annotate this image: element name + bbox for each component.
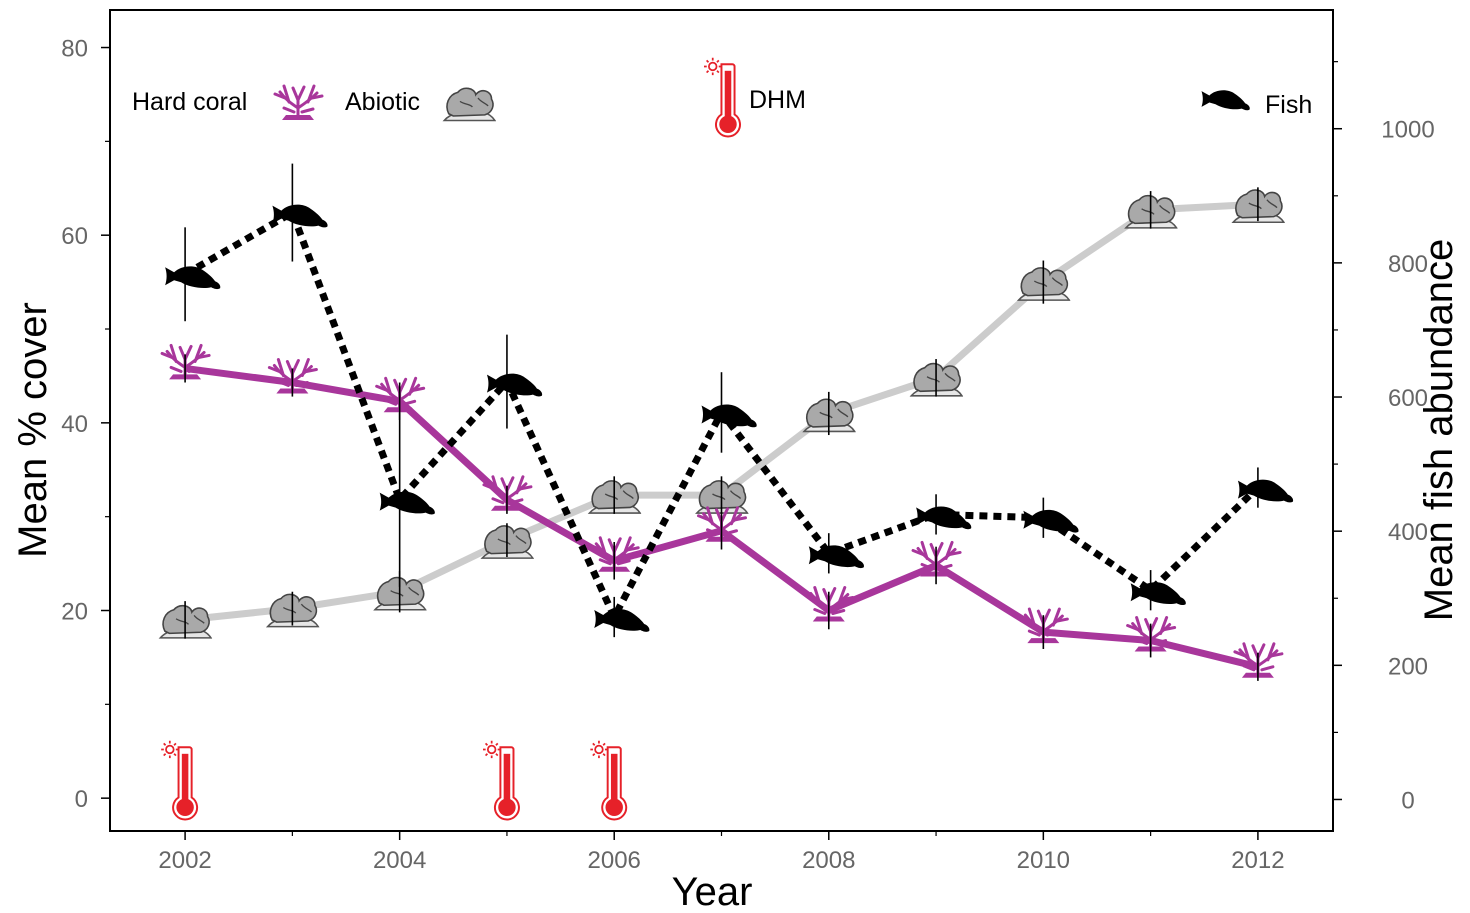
fish-point-fish-icon <box>594 609 650 632</box>
y2-tick-label: 0 <box>1401 787 1414 814</box>
dhm-event-thermometer-icon <box>482 739 521 821</box>
y2-tick-label: 1000 <box>1381 117 1434 144</box>
legend: Hard coral Abiotic DHM Fish <box>132 56 1312 138</box>
y2-tick-label: 400 <box>1388 519 1428 546</box>
y-axis-title: Mean % cover <box>11 302 55 558</box>
fish-point-fish-icon <box>1023 509 1079 533</box>
fish-point-fish-icon <box>1130 582 1186 606</box>
legend-label-dhm: DHM <box>749 86 806 114</box>
y2-tick-label: 200 <box>1388 653 1428 680</box>
fish-point-fish-icon <box>272 204 328 228</box>
fish-point-fish-icon <box>486 373 543 397</box>
x-tick-label: 2002 <box>158 847 211 874</box>
y-tick-label: 20 <box>61 599 88 626</box>
y-tick-label: 80 <box>61 36 88 63</box>
legend-label-hard-coral: Hard coral <box>132 88 247 116</box>
fish-point-fish-icon <box>165 266 221 290</box>
rock-icon <box>443 87 496 122</box>
x-tick-label: 2008 <box>802 847 855 874</box>
fish-icon <box>1201 90 1250 111</box>
coral-icon <box>273 84 324 122</box>
fish-point-fish-icon <box>916 506 972 530</box>
fish-point-fish-icon <box>701 404 757 428</box>
x-tick-label: 2012 <box>1231 847 1284 874</box>
y-tick-label: 60 <box>61 223 88 250</box>
plot-area: 2002 2004 2006 2008 2010 20120204060800200400… <box>61 9 1435 874</box>
thermometer-icon <box>704 56 742 138</box>
y2-tick-label: 800 <box>1388 251 1428 278</box>
y-tick-label: 0 <box>75 786 88 813</box>
legend-label-fish: Fish <box>1265 91 1312 119</box>
x-tick-label: 2006 <box>588 847 641 874</box>
fish-point-fish-icon <box>379 491 435 515</box>
legend-label-abiotic: Abiotic <box>345 88 420 116</box>
x-tick-label: 2004 <box>373 847 426 874</box>
x-axis-title: Year <box>672 870 753 913</box>
dhm-event-thermometer-icon <box>161 739 199 821</box>
y-tick-label: 40 <box>61 411 88 438</box>
y2-axis-title: Mean fish abundance <box>1417 239 1461 622</box>
y2-tick-label: 600 <box>1388 385 1428 412</box>
dhm-event-thermometer-icon <box>590 739 628 821</box>
fish-point-fish-icon <box>808 545 864 569</box>
x-tick-label: 2010 <box>1017 847 1070 874</box>
